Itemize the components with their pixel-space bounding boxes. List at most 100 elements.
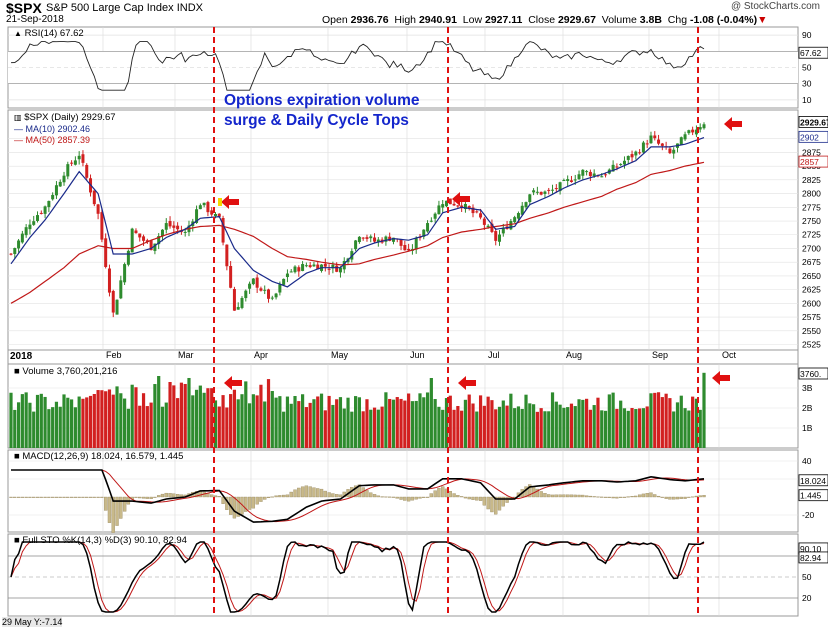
macd-histogram-bar	[630, 496, 634, 498]
red-arrow-icon	[458, 376, 476, 390]
volume-bar	[217, 406, 221, 448]
macd-histogram-bar	[104, 496, 108, 511]
candle-body	[501, 227, 505, 234]
volume-value: 3.8B	[639, 14, 662, 26]
macd-histogram-bar	[437, 488, 441, 498]
macd-label-text: MACD(12,26,9) 18.024, 16.579, 1.445	[22, 451, 184, 462]
volume-bar	[335, 399, 339, 448]
macd-histogram-bar	[259, 496, 263, 502]
volume-bar	[282, 411, 286, 448]
candle-body	[645, 143, 649, 145]
volume-bar	[130, 384, 134, 448]
macd-histogram-bar	[645, 493, 649, 498]
candle-body	[51, 194, 55, 200]
candle-body	[369, 236, 373, 239]
macd-histogram-bar	[62, 496, 66, 498]
macd-histogram-bar	[88, 496, 93, 498]
candle-body	[558, 182, 562, 192]
volume-bar	[32, 411, 36, 448]
macd-histogram-bar	[28, 496, 32, 498]
panel-frame-vol	[7, 363, 799, 449]
macd-histogram-bar	[122, 496, 127, 512]
candle-body	[304, 265, 308, 267]
open-value: 2936.76	[350, 14, 389, 26]
macd-histogram-bar	[111, 496, 115, 533]
candle-body	[498, 234, 502, 242]
candle-body	[335, 265, 339, 272]
chart-date: 21-Sep-2018	[6, 14, 64, 25]
price-label-text: $SPX (Daily) 2929.67	[24, 112, 116, 123]
rsi-tick-90: 90	[802, 30, 812, 40]
candle-body	[232, 288, 236, 311]
rsi-label: ▲ RSI(14) 67.62	[14, 28, 84, 39]
macd-histogram-bar	[626, 496, 630, 498]
candle-body	[123, 264, 127, 283]
macd-histogram-bar	[92, 496, 96, 498]
candle-body	[221, 217, 225, 243]
volume-bar	[153, 384, 157, 448]
macd-histogram-bar	[584, 495, 589, 498]
volume-bar	[687, 410, 691, 448]
volume-bar	[691, 396, 695, 448]
candle-body	[28, 224, 32, 230]
candle-body	[444, 200, 448, 207]
red-arrow-icon	[452, 192, 470, 206]
candle-body	[213, 213, 217, 217]
price-tick-2600: 2600	[802, 298, 821, 308]
macd-histogram-bar	[77, 496, 81, 498]
macd-histogram-bar	[592, 496, 596, 498]
price-label: ▥ $SPX (Daily) 2929.67	[14, 112, 116, 123]
volume-bar	[221, 395, 225, 448]
volume-bar	[308, 402, 312, 448]
macd-histogram-bar	[376, 495, 380, 498]
volume-bar	[138, 405, 142, 448]
candle-body	[153, 243, 157, 251]
volume-bar	[607, 394, 611, 448]
candle-body	[73, 160, 77, 165]
volume-bar	[54, 401, 59, 448]
macd-histogram-bar	[675, 496, 680, 500]
volume-bar	[145, 406, 149, 448]
volume-bar	[85, 397, 89, 448]
volume-bar	[524, 394, 528, 448]
candle-body	[274, 293, 278, 298]
macd-histogram-bar	[119, 496, 123, 519]
volume-bar	[247, 403, 252, 448]
macd-histogram-bar	[528, 484, 532, 498]
macd-histogram-bar	[338, 494, 343, 498]
volume-bar	[448, 395, 452, 448]
rsi-value-box-text: 67.62	[800, 48, 822, 58]
candle-body	[641, 142, 645, 153]
macd-value-box-text: 18.024	[800, 476, 826, 486]
macd-histogram-bar	[331, 493, 335, 498]
volume-bar	[225, 407, 229, 448]
volume-bar	[592, 405, 596, 448]
ma10-line	[10, 137, 705, 288]
candle-body	[308, 265, 312, 268]
candle-body	[259, 288, 263, 291]
macd-histogram-bar	[414, 496, 418, 500]
volume-bar	[418, 393, 422, 448]
volume-bar	[407, 393, 411, 448]
rsi-tick-30: 30	[802, 79, 812, 89]
volume-bar	[653, 392, 657, 448]
volume-bar	[164, 402, 168, 448]
candle-body	[630, 154, 634, 158]
macd-histogram-bar	[172, 493, 176, 498]
volume-tick-2B: 2B	[802, 403, 813, 413]
volume-bar	[505, 405, 509, 448]
candle-body	[297, 267, 301, 272]
macd-tick-40: 40	[802, 456, 812, 466]
candle-body	[293, 266, 297, 273]
volume-bar	[47, 409, 51, 448]
macd-histogram-bar	[107, 496, 112, 523]
macd-histogram-bar	[81, 496, 85, 498]
ma10-label-text: MA(10) 2902.46	[25, 124, 91, 134]
macd-histogram-bar	[660, 496, 664, 498]
low-value: 2927.11	[484, 14, 523, 26]
candle-body	[516, 213, 520, 219]
macd-histogram-bar	[13, 496, 17, 498]
candle-body	[361, 237, 365, 239]
candle-body	[17, 240, 21, 249]
candle-body	[157, 236, 161, 245]
